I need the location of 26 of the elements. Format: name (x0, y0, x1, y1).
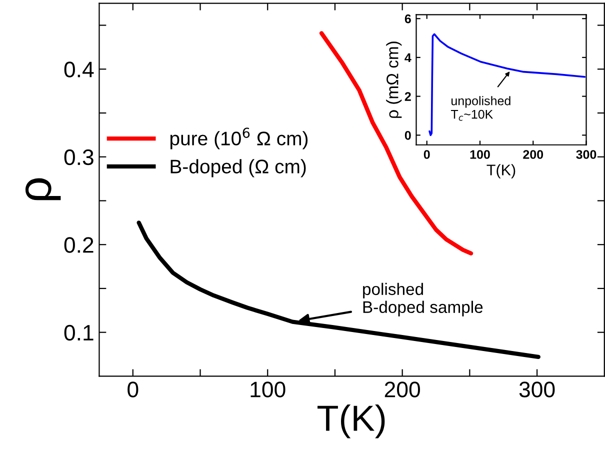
y-tick-label: 6 (404, 14, 411, 24)
x-tick-label: 300 (519, 382, 555, 398)
y-tick-label: 0.3 (64, 149, 94, 166)
x-axis-title: T(K) (486, 164, 516, 178)
annotation: unpolished T$_{c}$~10K (450, 96, 510, 121)
x-axis-title: T(K) (318, 404, 385, 438)
x-tick-label: 100 (470, 150, 490, 159)
y-tick-label: 0.4 (64, 62, 94, 78)
y-tick-label: 0.1 (64, 324, 94, 341)
y-tick-label: 4 (404, 53, 412, 62)
y-axis-title: ρ (mΩ cm) (386, 42, 402, 118)
x-tick-label: 100 (250, 382, 286, 398)
line-series (136, 220, 540, 359)
x-tick-label: 0 (128, 382, 138, 398)
y-tick-label: 0 (404, 130, 411, 140)
x-tick-label: 200 (384, 382, 420, 398)
annotation: polished B-doped sample (363, 282, 483, 316)
legend-label: B-doped (Ω cm) (170, 159, 306, 178)
line-series (428, 33, 586, 136)
x-tick-label: 300 (576, 150, 596, 159)
y-axis-title: ρ (25, 178, 61, 200)
x-tick-label: 0 (424, 150, 430, 159)
x-tick-label: 200 (523, 150, 544, 159)
y-tick-label: 2 (404, 92, 411, 101)
y-tick-label: 0.2 (64, 237, 94, 253)
legend-label: pure (10$^{6}$ Ω cm) (170, 128, 308, 150)
